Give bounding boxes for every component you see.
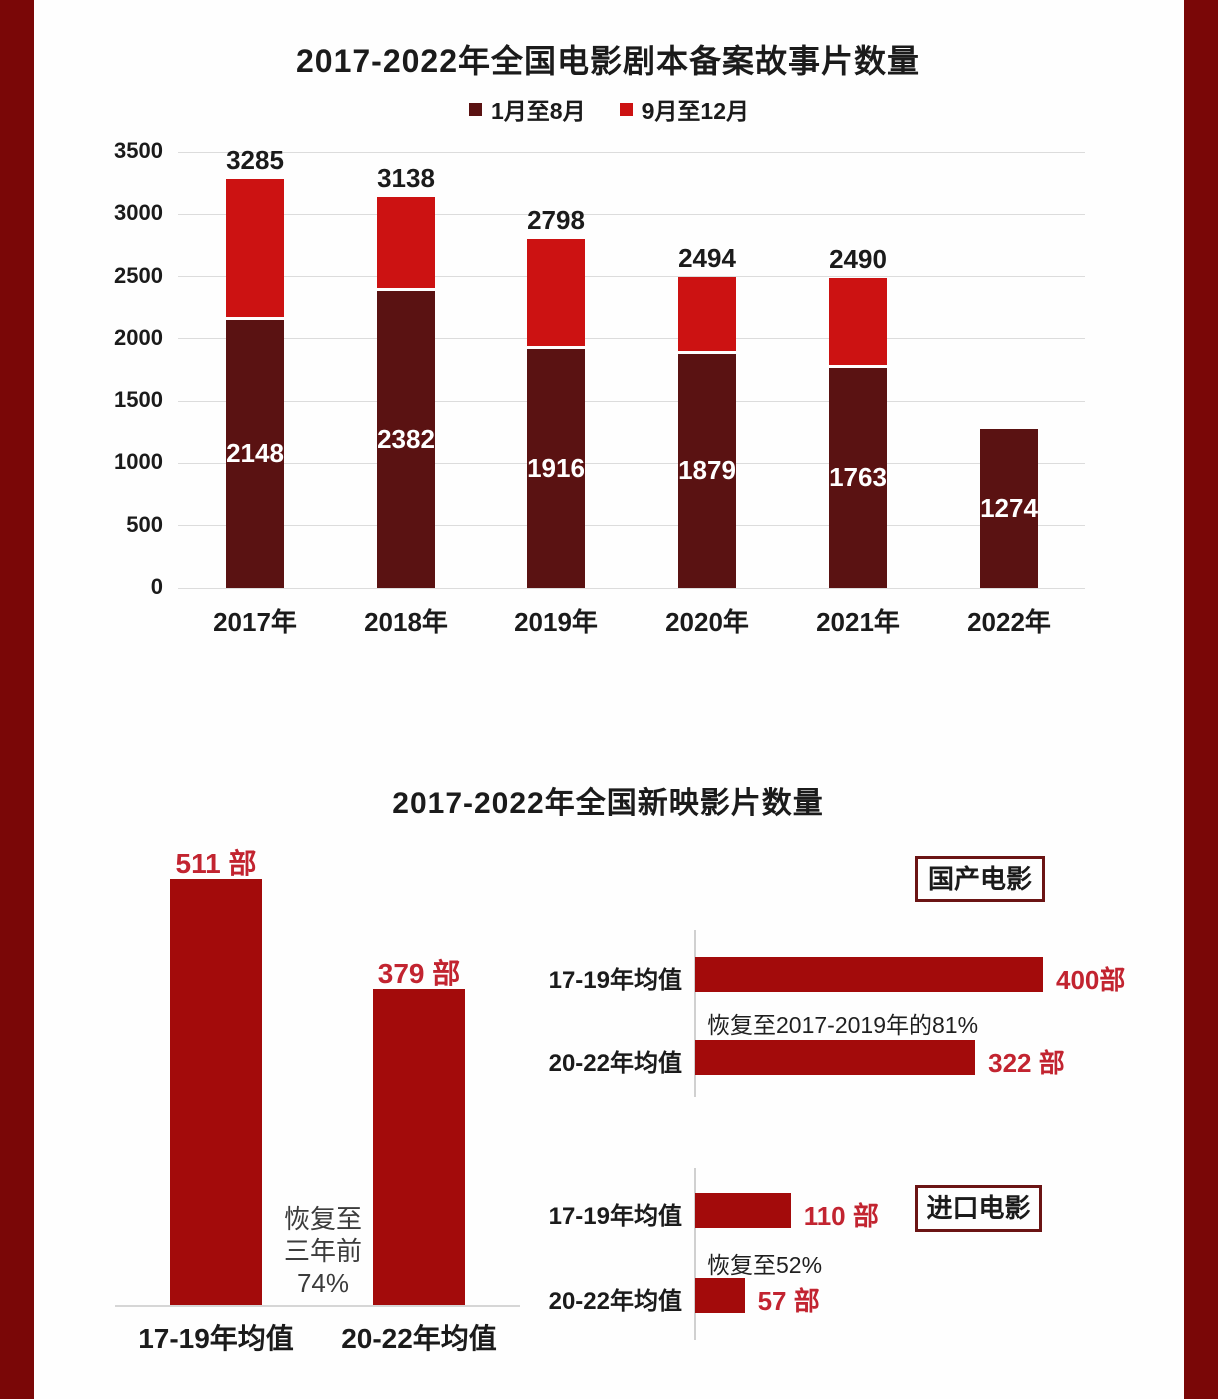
x-axis-label-2021年: 2021年 (816, 607, 900, 637)
y-axis-label-1500: 1500 (114, 387, 163, 413)
segment-label-2022年: 1274 (980, 492, 1038, 523)
domestic-row-label-1: 20-22年均值 (548, 1050, 682, 1077)
avg-bar-value-20-22年均值: 379 部 (377, 958, 461, 990)
left-annotation-line-1: 恢复至 (283, 1204, 362, 1234)
avg-bar-category-17-19年均值: 17-19年均值 (138, 1323, 294, 1354)
domestic-annotation: 恢复至2017-2019年的81% (707, 1012, 979, 1038)
bar-2020年-sep-dec (678, 277, 736, 351)
screenplay-chart-legend: 1月至8月 9月至12月 (0, 92, 1218, 126)
imported-annotation: 恢复至52% (707, 1252, 823, 1278)
y-axis-label-3500: 3500 (114, 138, 163, 163)
domestic-value-0: 400部 (1056, 965, 1126, 995)
screenplay-chart-title: 2017-2022年全国电影剧本备案故事片数量 (295, 43, 921, 79)
gridline-1000 (178, 462, 1085, 464)
gridline-1500 (178, 400, 1085, 402)
x-axis-label-2018年: 2018年 (364, 607, 448, 637)
imported-films-box: 进口电影 (915, 1185, 1042, 1232)
legend-swatch-sep-dec-icon (619, 102, 633, 116)
avg-bar-20-22年均值 (373, 989, 465, 1305)
legend-item-jan-aug: 1月至8月 (469, 92, 586, 126)
segment-label-2018年: 2382 (377, 423, 435, 454)
imported-axis (694, 1168, 696, 1340)
gridline-0 (178, 587, 1085, 589)
bar-2022年-jan-aug (980, 429, 1038, 588)
x-axis-label-2019年: 2019年 (514, 607, 598, 637)
left-chart-baseline (115, 1305, 520, 1307)
bar-2019年-jan-aug (527, 349, 585, 588)
y-axis-label-3000: 3000 (114, 200, 163, 226)
bar-2018年-sep-dec (377, 197, 435, 289)
bar-2021年-jan-aug (829, 368, 887, 588)
imported-value-0: 110 部 (803, 1201, 879, 1231)
imported-value-1: 57 部 (757, 1286, 820, 1316)
gridline-3500 (178, 151, 1085, 153)
gridline-500 (178, 525, 1085, 527)
legend-label-jan-aug: 1月至8月 (491, 98, 586, 124)
domestic-bar-1 (695, 1040, 976, 1075)
y-axis-label-2000: 2000 (114, 324, 163, 350)
total-label-2021年: 2490 (829, 243, 887, 274)
gridline-2000 (178, 338, 1085, 340)
imported-row-label-1: 20-22年均值 (548, 1288, 682, 1315)
domestic-axis (694, 930, 696, 1097)
bar-2020年-jan-aug (678, 353, 736, 588)
bar-2018年-jan-aug (377, 291, 435, 588)
gridline-3000 (178, 213, 1085, 215)
bar-2017年-sep-dec (226, 178, 284, 318)
left-annotation-line-2: 三年前 (283, 1236, 362, 1266)
left-annotation-line-3: 74% (296, 1268, 350, 1298)
segment-label-2017年: 2148 (226, 438, 284, 469)
avg-bar-category-20-22年均值: 20-22年均值 (341, 1323, 497, 1354)
new-release-chart-title: 2017-2022年全国新映影片数量 (392, 787, 824, 820)
y-axis-label-500: 500 (126, 511, 163, 537)
domestic-row-label-0: 17-19年均值 (548, 967, 682, 994)
x-axis-label-2017年: 2017年 (213, 607, 297, 637)
legend-label-sep-dec: 9月至12月 (641, 98, 749, 124)
left-chart-annotation: 恢复至 三年前 74% (266, 1203, 380, 1299)
bar-2019年-sep-dec (527, 239, 585, 347)
bar-2021年-sep-dec (829, 277, 887, 366)
avg-bar-value-17-19年均值: 511 部 (175, 848, 257, 879)
segment-label-2021年: 1763 (829, 462, 887, 493)
right-border-decoration (1184, 0, 1218, 1399)
imported-bar-1 (695, 1278, 745, 1313)
left-border-decoration (0, 0, 34, 1399)
total-label-2019年: 2798 (527, 205, 585, 236)
legend-swatch-jan-aug-icon (469, 102, 483, 116)
total-label-2017年: 3285 (226, 144, 284, 175)
y-axis-label-1000: 1000 (114, 449, 163, 475)
avg-bar-17-19年均值 (170, 879, 262, 1305)
segment-label-2020年: 1879 (678, 454, 736, 485)
segment-label-2019年: 1916 (527, 452, 585, 483)
gridline-2500 (178, 276, 1085, 278)
bar-2017年-jan-aug (226, 320, 284, 588)
y-axis-label-0: 0 (150, 574, 163, 599)
legend-item-sep-dec: 9月至12月 (619, 92, 749, 126)
total-label-2020年: 2494 (678, 243, 736, 274)
imported-row-label-0: 17-19年均值 (548, 1203, 682, 1230)
x-axis-label-2022年: 2022年 (967, 607, 1051, 637)
domestic-value-1: 322 部 (988, 1048, 1065, 1078)
y-axis-label-2500: 2500 (114, 262, 163, 288)
domestic-bar-0 (695, 957, 1043, 992)
total-label-2018年: 3138 (377, 163, 435, 194)
x-axis-label-2020年: 2020年 (665, 607, 749, 637)
domestic-films-box: 国产电影 (915, 856, 1045, 902)
imported-bar-0 (695, 1193, 791, 1228)
